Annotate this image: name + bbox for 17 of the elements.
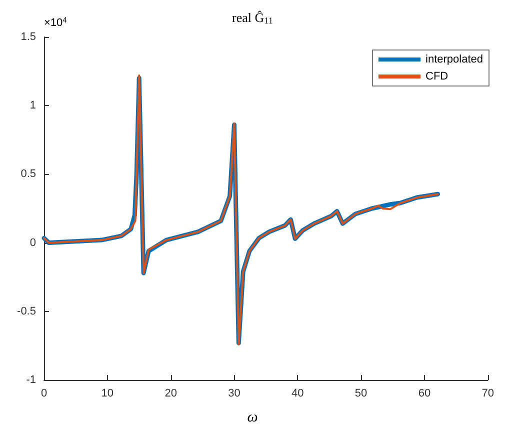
y-tick-label: 0: [30, 236, 36, 249]
legend-label: interpolated: [426, 54, 484, 66]
legend-label: CFD: [426, 70, 448, 82]
y-tick-label: -0.5: [17, 305, 36, 318]
y-tick-label: 1.5: [20, 31, 36, 43]
x-tick-label: 0: [40, 388, 48, 400]
x-tick-label: 50: [354, 388, 368, 400]
x-tick-label: 60: [418, 388, 431, 400]
x-tick-label: 20: [164, 388, 177, 400]
x-tick-label: 10: [101, 388, 114, 400]
y-tick-label: -1: [26, 374, 36, 386]
x-tick-label: 40: [292, 388, 304, 400]
y-tick-label: 1: [30, 100, 36, 112]
x-tick-label: 70: [482, 388, 494, 400]
x-tick-label: 30: [228, 388, 240, 400]
y-tick-label: 0.5: [20, 168, 36, 180]
x-axis-title: ω: [247, 410, 258, 426]
